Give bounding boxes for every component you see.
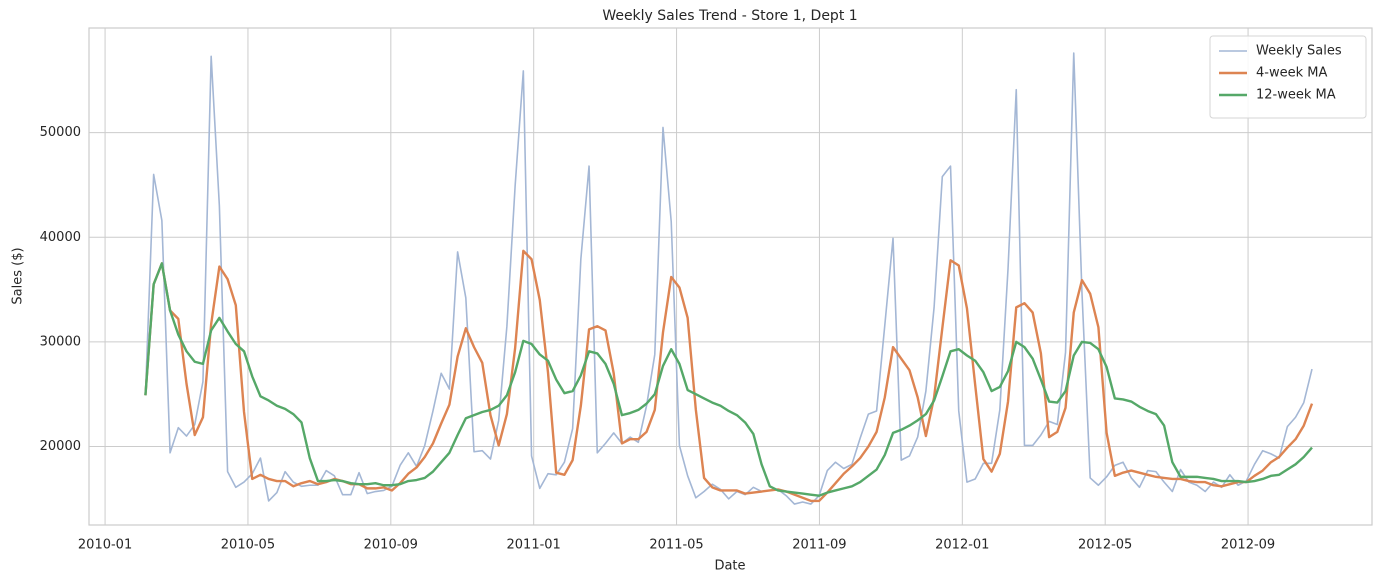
legend-label: Weekly Sales — [1256, 44, 1342, 59]
x-axis-title: Date — [714, 559, 745, 574]
x-tick-label: 2010-09 — [364, 538, 418, 553]
x-tick-label: 2010-01 — [78, 538, 132, 553]
x-tick-label: 2011-01 — [507, 538, 561, 553]
x-tick-label: 2012-09 — [1221, 538, 1275, 553]
plot-frame — [88, 27, 1373, 526]
x-tick-label: 2010-05 — [221, 538, 275, 553]
y-tick-label: 20000 — [40, 439, 81, 454]
legend-label: 12-week MA — [1256, 88, 1336, 103]
series-line — [144, 262, 1313, 497]
series-line — [144, 52, 1313, 505]
legend-box — [1209, 35, 1367, 119]
y-tick-label: 30000 — [40, 334, 81, 349]
x-tick-label: 2011-09 — [792, 538, 846, 553]
chart-title: Weekly Sales Trend - Store 1, Dept 1 — [602, 8, 857, 24]
y-tick-label: 40000 — [40, 230, 81, 245]
legend-label: 4-week MA — [1256, 66, 1327, 81]
x-tick-label: 2012-01 — [935, 538, 989, 553]
y-tick-label: 50000 — [40, 125, 81, 140]
x-tick-label: 2011-05 — [649, 538, 703, 553]
x-tick-label: 2012-05 — [1078, 538, 1132, 553]
legend: Weekly Sales 4-week MA 12-week MA — [1209, 35, 1367, 119]
y-axis-title: Sales ($) — [11, 247, 26, 304]
